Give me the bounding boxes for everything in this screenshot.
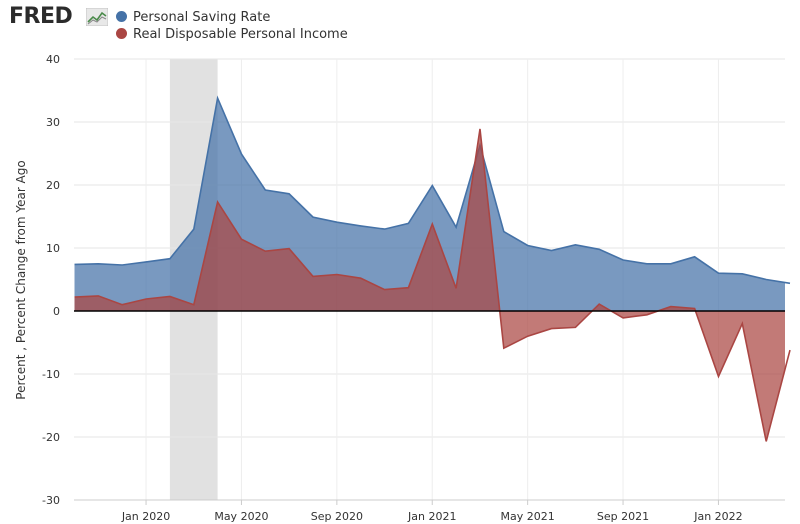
legend-label-real-disposable-personal-income: Real Disposable Personal Income xyxy=(133,27,348,42)
y-tick-label: -10 xyxy=(42,368,60,381)
fred-logo: FRED xyxy=(9,4,73,29)
series-layer xyxy=(74,95,791,442)
chart-header: FRED Personal Saving Rate Real Disposabl… xyxy=(0,0,800,50)
y-tick-label: 10 xyxy=(46,242,60,255)
x-tick-label: Sep 2020 xyxy=(311,510,363,523)
y-tick-label: -30 xyxy=(42,494,60,507)
axes: 40 30 20 10 0 -10 -20 -30 Jan 2020 May 2020 Sep 20… xyxy=(42,53,785,523)
series-line-real-disposable-personal-income xyxy=(74,128,791,442)
x-tick-label: Jan 2020 xyxy=(121,510,170,523)
y-axis-label: Percent , Percent Change from Year Ago xyxy=(14,160,28,399)
y-tick-label: -20 xyxy=(42,431,60,444)
legend-item-personal-saving-rate[interactable]: Personal Saving Rate xyxy=(116,10,270,28)
y-tick-label: 30 xyxy=(46,116,60,129)
series-line-personal-saving-rate xyxy=(74,95,791,285)
y-tick-label: 40 xyxy=(46,53,60,66)
series-area-real-disposable-personal-income xyxy=(74,128,790,442)
legend-marker-personal-saving-rate xyxy=(116,11,127,22)
y-tick-label: 0 xyxy=(53,305,60,318)
legend-label-personal-saving-rate: Personal Saving Rate xyxy=(133,10,271,25)
y-tick-label: 20 xyxy=(46,179,60,192)
x-tick-label: Sep 2021 xyxy=(597,510,649,523)
x-tick-label: May 2020 xyxy=(214,510,268,523)
x-tick-label: May 2021 xyxy=(501,510,555,523)
legend-item-real-disposable-personal-income[interactable]: Real Disposable Personal Income xyxy=(116,27,348,45)
legend-marker-real-disposable-personal-income xyxy=(116,28,127,39)
fred-chart-logo-icon xyxy=(86,8,108,26)
x-tick-label: Jan 2021 xyxy=(407,510,456,523)
x-tick-label: Jan 2022 xyxy=(693,510,742,523)
